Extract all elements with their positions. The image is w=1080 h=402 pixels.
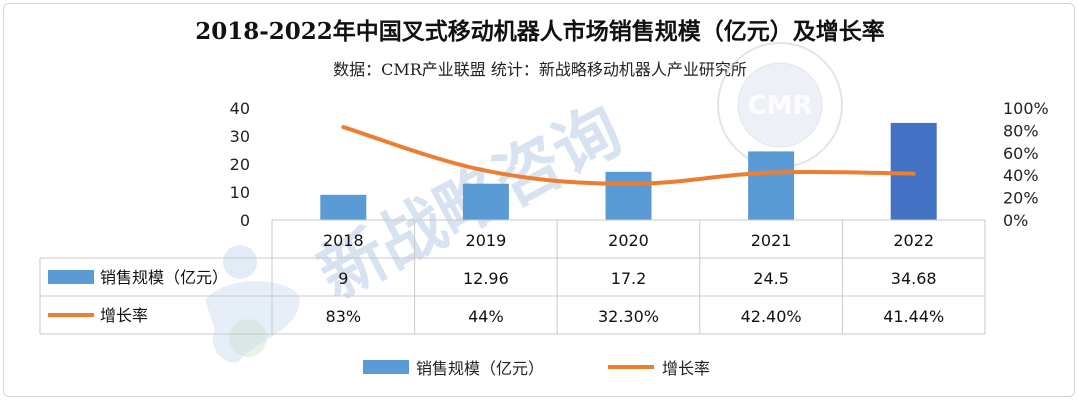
bar-value-label: 17.2 xyxy=(611,269,647,288)
y-right-tick-label: 20% xyxy=(1003,189,1039,208)
category-label: 2018 xyxy=(323,231,364,250)
bar xyxy=(320,194,367,220)
watermark-dot xyxy=(223,245,257,279)
y-left-tick-label: 20 xyxy=(230,155,250,174)
chart-frame xyxy=(3,3,1075,397)
chart-title: 2018-2022年中国叉式移动机器人市场销售规模（亿元）及增长率 xyxy=(195,18,885,45)
category-label: 2019 xyxy=(466,231,507,250)
y-axis-right: 0% 20% 40% 60% 80% 100% xyxy=(1003,99,1049,230)
data-table: 2018 9 83% 2019 12.96 44% 2020 17.2 32.30% 2021 24… xyxy=(39,219,986,335)
y-left-tick-label: 40 xyxy=(230,99,250,118)
bar-value-label: 9 xyxy=(338,269,348,288)
line-series xyxy=(341,125,916,186)
y-right-tick-label: 60% xyxy=(1003,144,1039,163)
legend-label-line: 增长率 xyxy=(662,359,710,378)
watermark-logo-shape xyxy=(205,281,300,363)
y-right-tick-label: 100% xyxy=(1003,99,1049,118)
line-value-label: 44% xyxy=(468,307,504,326)
chart-subtitle: 数据：CMR产业联盟 统计：新战略移动机器人产业研究所 xyxy=(333,60,747,79)
y-left-tick-label: 10 xyxy=(230,183,250,202)
legend-label-bar: 销售规模（亿元） xyxy=(416,359,544,378)
legend-swatch-bar xyxy=(363,360,409,374)
y-right-tick-label: 80% xyxy=(1003,121,1039,140)
table-row-header-bar: 销售规模（亿元） xyxy=(100,268,228,287)
y-right-tick-label: 40% xyxy=(1003,166,1039,185)
bar-value-label: 12.96 xyxy=(463,269,509,288)
growth-rate-line xyxy=(341,125,916,186)
category-label: 2022 xyxy=(893,231,934,250)
table-row-header-line: 增长率 xyxy=(100,306,148,325)
y-right-tick-label: 0% xyxy=(1003,211,1028,230)
y-left-tick-label: 30 xyxy=(230,127,250,146)
watermark-seal-text: CMR xyxy=(748,91,813,121)
bar xyxy=(748,151,795,220)
y-axis-left: 0 10 20 30 40 xyxy=(230,99,250,230)
category-label: 2020 xyxy=(608,231,649,250)
line-value-label: 83% xyxy=(326,307,362,326)
line-value-label: 32.30% xyxy=(598,307,659,326)
watermark-seal-inner xyxy=(737,62,823,148)
legend: 销售规模（亿元） 增长率 xyxy=(363,359,710,378)
category-label: 2021 xyxy=(751,231,792,250)
line-value-label: 42.40% xyxy=(741,307,802,326)
bar xyxy=(462,183,509,220)
line-value-label: 41.44% xyxy=(883,307,944,326)
bar xyxy=(605,171,652,220)
watermark-dot xyxy=(229,319,267,357)
y-left-tick-label: 0 xyxy=(240,211,250,230)
bar-value-label: 34.68 xyxy=(891,269,937,288)
bar-value-label: 24.5 xyxy=(753,269,789,288)
table-key-bar xyxy=(48,270,94,284)
